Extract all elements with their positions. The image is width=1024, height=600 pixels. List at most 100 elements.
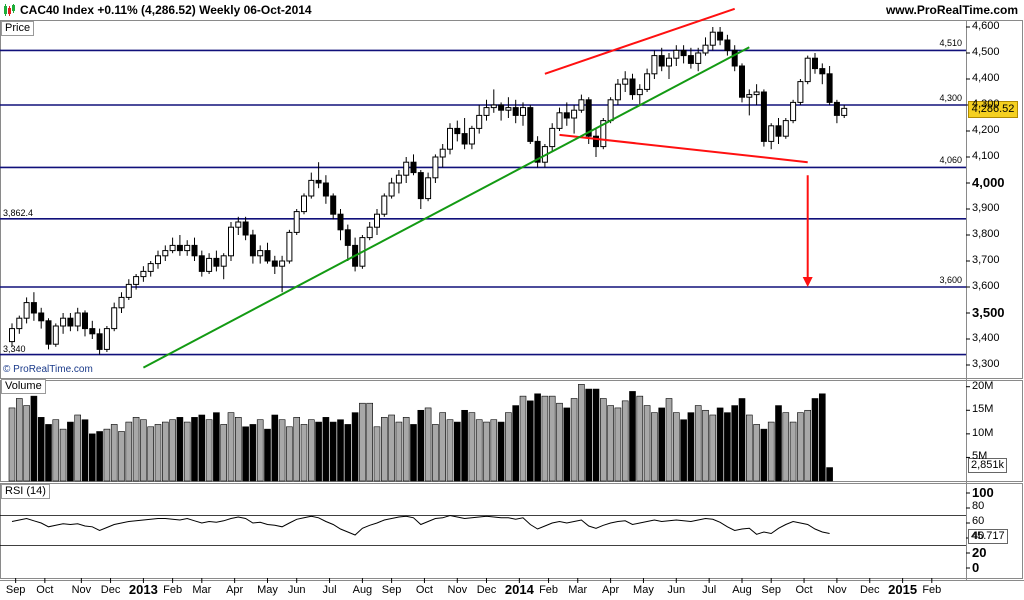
candle[interactable]	[60, 317, 67, 327]
volume-bar[interactable]	[183, 421, 191, 482]
volume-bar[interactable]	[526, 400, 534, 482]
volume-bar[interactable]	[453, 421, 461, 482]
candle[interactable]	[322, 182, 329, 197]
trendline-channel-lower[interactable]	[559, 133, 808, 164]
volume-bar[interactable]	[52, 419, 60, 482]
candle[interactable]	[374, 213, 380, 228]
candle[interactable]	[366, 226, 373, 239]
volume-bar[interactable]	[694, 405, 702, 482]
volume-bar[interactable]	[315, 421, 322, 482]
candle[interactable]	[622, 78, 629, 85]
volume-bar[interactable]	[753, 424, 760, 482]
candle[interactable]	[600, 120, 607, 148]
volume-bar[interactable]	[818, 393, 826, 482]
volume-bar[interactable]	[548, 395, 556, 482]
volume-bar[interactable]	[797, 412, 804, 482]
candle[interactable]	[206, 257, 213, 272]
candle[interactable]	[782, 120, 789, 137]
volume-bar[interactable]	[665, 398, 673, 482]
volume-bar[interactable]	[293, 417, 301, 482]
candle[interactable]	[82, 312, 88, 330]
candle[interactable]	[775, 125, 782, 137]
candle[interactable]	[155, 255, 161, 265]
candle[interactable]	[67, 317, 74, 327]
candle[interactable]	[695, 52, 702, 64]
candle[interactable]	[476, 114, 483, 129]
candle[interactable]	[702, 44, 709, 54]
candle[interactable]	[52, 325, 59, 345]
volume-bar[interactable]	[702, 409, 709, 482]
candle[interactable]	[812, 57, 818, 70]
volume-bar[interactable]	[607, 405, 614, 482]
candle[interactable]	[819, 68, 826, 75]
candle[interactable]	[344, 229, 351, 246]
candle[interactable]	[242, 221, 249, 236]
candle[interactable]	[176, 244, 183, 252]
volume-bar[interactable]	[366, 402, 374, 482]
candle[interactable]	[790, 101, 797, 122]
volume-bar[interactable]	[541, 395, 549, 482]
volume-bar[interactable]	[789, 421, 797, 482]
candle[interactable]	[556, 112, 563, 129]
candle[interactable]	[717, 31, 724, 41]
site-name[interactable]: www.ProRealTime.com	[885, 3, 1018, 17]
rsi-line[interactable]	[11, 514, 830, 536]
candle[interactable]	[614, 83, 621, 101]
volume-bar[interactable]	[599, 398, 607, 482]
volume-bar[interactable]	[512, 405, 520, 482]
candle[interactable]	[841, 107, 848, 116]
volume-bar[interactable]	[760, 428, 768, 482]
volume-bar[interactable]	[15, 398, 23, 482]
volume-bar[interactable]	[176, 417, 184, 482]
candle[interactable]	[731, 49, 738, 67]
volume-bar[interactable]	[388, 414, 395, 482]
volume-bar[interactable]	[147, 426, 154, 482]
volume-bar[interactable]	[344, 424, 352, 482]
volume-bar[interactable]	[570, 398, 578, 482]
candle[interactable]	[666, 57, 672, 67]
volume-bar[interactable]	[162, 421, 169, 482]
volume-bar[interactable]	[731, 405, 739, 482]
rsi-panel-tag[interactable]: RSI (14)	[1, 484, 50, 499]
candle[interactable]	[673, 49, 680, 59]
candle[interactable]	[833, 101, 840, 116]
candle[interactable]	[30, 302, 37, 314]
volume-bar[interactable]	[709, 414, 717, 482]
volume-bar[interactable]	[286, 426, 293, 482]
candle[interactable]	[636, 88, 643, 96]
volume-bar[interactable]	[227, 412, 235, 482]
volume-bar[interactable]	[716, 407, 724, 482]
volume-bar[interactable]	[23, 405, 30, 482]
candle[interactable]	[753, 91, 760, 96]
candle[interactable]	[607, 99, 614, 122]
volume-bar[interactable]	[67, 421, 74, 482]
candle[interactable]	[724, 39, 731, 51]
candle[interactable]	[191, 244, 198, 257]
volume-bar[interactable]	[249, 424, 257, 482]
candle[interactable]	[512, 107, 519, 116]
candle[interactable]	[549, 127, 556, 148]
volume-bar[interactable]	[643, 405, 651, 482]
candle[interactable]	[381, 195, 388, 215]
candle[interactable]	[520, 107, 526, 116]
candle[interactable]	[658, 55, 665, 67]
candle[interactable]	[228, 226, 234, 257]
volume-bar[interactable]	[8, 407, 16, 482]
candle[interactable]	[571, 109, 578, 119]
volume-bar[interactable]	[140, 419, 147, 482]
volume-bar[interactable]	[81, 419, 89, 482]
volume-bar[interactable]	[205, 419, 213, 482]
candle[interactable]	[395, 174, 402, 184]
volume-bar[interactable]	[556, 402, 563, 482]
candle[interactable]	[687, 55, 694, 64]
candle[interactable]	[680, 49, 687, 57]
volume-bar[interactable]	[782, 412, 790, 482]
candle[interactable]	[527, 107, 534, 142]
candle[interactable]	[534, 140, 541, 163]
volume-bar[interactable]	[154, 424, 162, 482]
volume-bar[interactable]	[672, 412, 680, 482]
volume-bar[interactable]	[220, 424, 227, 482]
volume-bar[interactable]	[585, 388, 593, 482]
candle[interactable]	[425, 177, 432, 200]
volume-bar[interactable]	[110, 424, 118, 482]
